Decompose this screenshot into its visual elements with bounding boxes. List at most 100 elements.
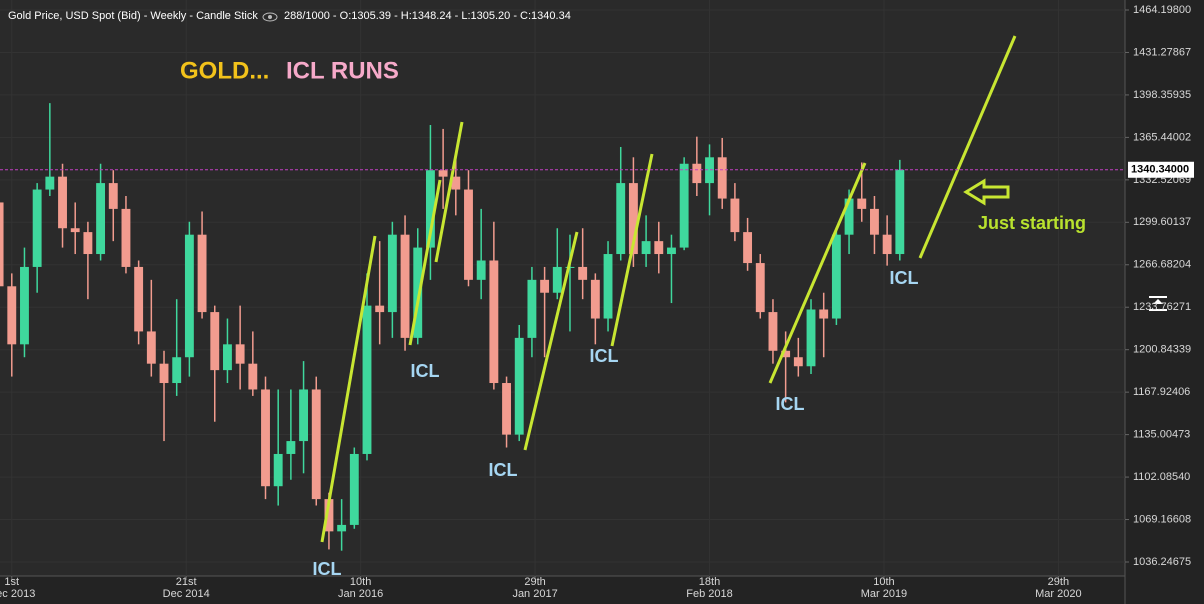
candle-body	[349, 453, 359, 525]
y-tick-label: 1167.92406	[1133, 386, 1190, 398]
candle-body	[299, 389, 309, 442]
candle-body	[451, 176, 461, 190]
y-tick-label: 1299.60137	[1133, 216, 1191, 228]
candle-body	[108, 183, 118, 209]
arrow	[963, 178, 1010, 206]
y-tick-label: 1365.44002	[1133, 131, 1191, 143]
annotations: GOLD... ICL RUNS ICL ICL ICL ICL ICL ICL…	[180, 35, 1086, 579]
candle-body	[235, 344, 245, 364]
icl-label: ICL	[890, 268, 919, 288]
candle-body	[210, 312, 220, 371]
candle-body	[705, 157, 714, 184]
candle-body	[895, 169, 905, 255]
candle-body	[692, 163, 702, 184]
candle-body	[844, 198, 854, 235]
candle-body	[70, 228, 80, 233]
candle-body	[121, 208, 131, 267]
trend-line	[918, 35, 1017, 259]
y-tick-label: 1135.00473	[1133, 429, 1190, 441]
candle-body	[540, 279, 550, 293]
candle-body	[857, 198, 867, 209]
candle-body	[514, 337, 524, 435]
candle-body	[96, 183, 106, 255]
candle-body	[717, 157, 727, 199]
candle-body	[248, 363, 258, 390]
icl-label: ICL	[776, 394, 805, 414]
candle-body	[578, 266, 588, 280]
candle-body	[438, 170, 448, 177]
y-tick-label: 1266.68204	[1133, 259, 1191, 271]
candle-body	[590, 279, 600, 319]
candle-body	[730, 198, 740, 233]
header-title: Gold Price, USD Spot (Bid) - Weekly - Ca…	[8, 10, 258, 22]
candle-body	[45, 176, 55, 190]
y-tick-label: 1036.24675	[1133, 556, 1191, 568]
candle-body	[286, 441, 296, 454]
x-tick-label: 29th Mar 2020	[1035, 576, 1082, 600]
trend-line	[320, 235, 377, 543]
candle-body	[743, 232, 753, 264]
candle-body	[489, 260, 499, 384]
candle-body	[32, 189, 42, 267]
candle-body	[616, 183, 626, 255]
candle-body	[0, 202, 4, 287]
candle-body	[793, 357, 803, 367]
candle-body	[755, 263, 765, 313]
scale-control[interactable]	[1149, 296, 1167, 311]
candle-body	[184, 234, 194, 358]
candle-body	[781, 350, 791, 358]
candle-body	[261, 389, 270, 487]
candle-body	[476, 260, 486, 280]
title-annotation: ICL RUNS	[286, 57, 399, 84]
candle-body	[502, 383, 511, 435]
candle-body	[20, 266, 29, 345]
x-tick-label: 18th Feb 2018	[686, 576, 733, 600]
x-tick-label: 10th Jan 2016	[338, 576, 384, 600]
candle-body	[464, 189, 473, 280]
candle-body	[882, 234, 892, 255]
candle-body	[362, 305, 372, 454]
icl-label: ICL	[313, 559, 342, 579]
candle-body	[223, 344, 232, 371]
candle-body	[806, 309, 816, 367]
candle-body	[387, 234, 397, 313]
y-tick-label: 1233.76271	[1133, 301, 1191, 313]
candle-body	[413, 247, 423, 338]
candle-body	[819, 309, 829, 319]
candle-body	[641, 241, 651, 255]
note: Just starting	[978, 213, 1086, 233]
candle-body	[159, 363, 169, 384]
candle-body	[58, 176, 67, 229]
last-price-box	[1128, 161, 1194, 178]
candle-body	[679, 163, 689, 248]
icl-label: ICL	[489, 460, 518, 480]
candle-body	[603, 254, 613, 319]
y-tick-label: 1464.19800	[1133, 4, 1191, 16]
candle-body	[552, 266, 562, 293]
y-axis-panel	[1125, 0, 1204, 604]
trend-line	[610, 153, 654, 347]
candle-body	[375, 305, 385, 313]
x-tick-label: 10th Mar 2019	[860, 576, 908, 600]
candle-body	[311, 389, 321, 500]
candle-body	[197, 234, 207, 313]
candle-body	[628, 183, 638, 255]
eye-icon	[262, 12, 278, 22]
x-tick-label: 29th Jan 2017	[512, 576, 558, 600]
candle-body	[527, 279, 537, 338]
candle-body	[400, 234, 410, 338]
icl-label: ICL	[590, 346, 619, 366]
icl-label: ICL	[411, 361, 440, 381]
candle-body	[146, 331, 156, 364]
y-tick-label: 1200.84339	[1133, 344, 1191, 356]
candle-body	[7, 286, 17, 345]
candle-body	[768, 312, 778, 351]
y-tick-label: 1398.35935	[1133, 89, 1191, 101]
candle-body	[425, 170, 435, 248]
last-price-label: 1340.34000	[1131, 164, 1189, 176]
trend-line	[523, 231, 579, 451]
header-info: 288/1000 - O:1305.39 - H:1348.24 - L:130…	[284, 10, 571, 22]
trend-line	[768, 162, 867, 384]
